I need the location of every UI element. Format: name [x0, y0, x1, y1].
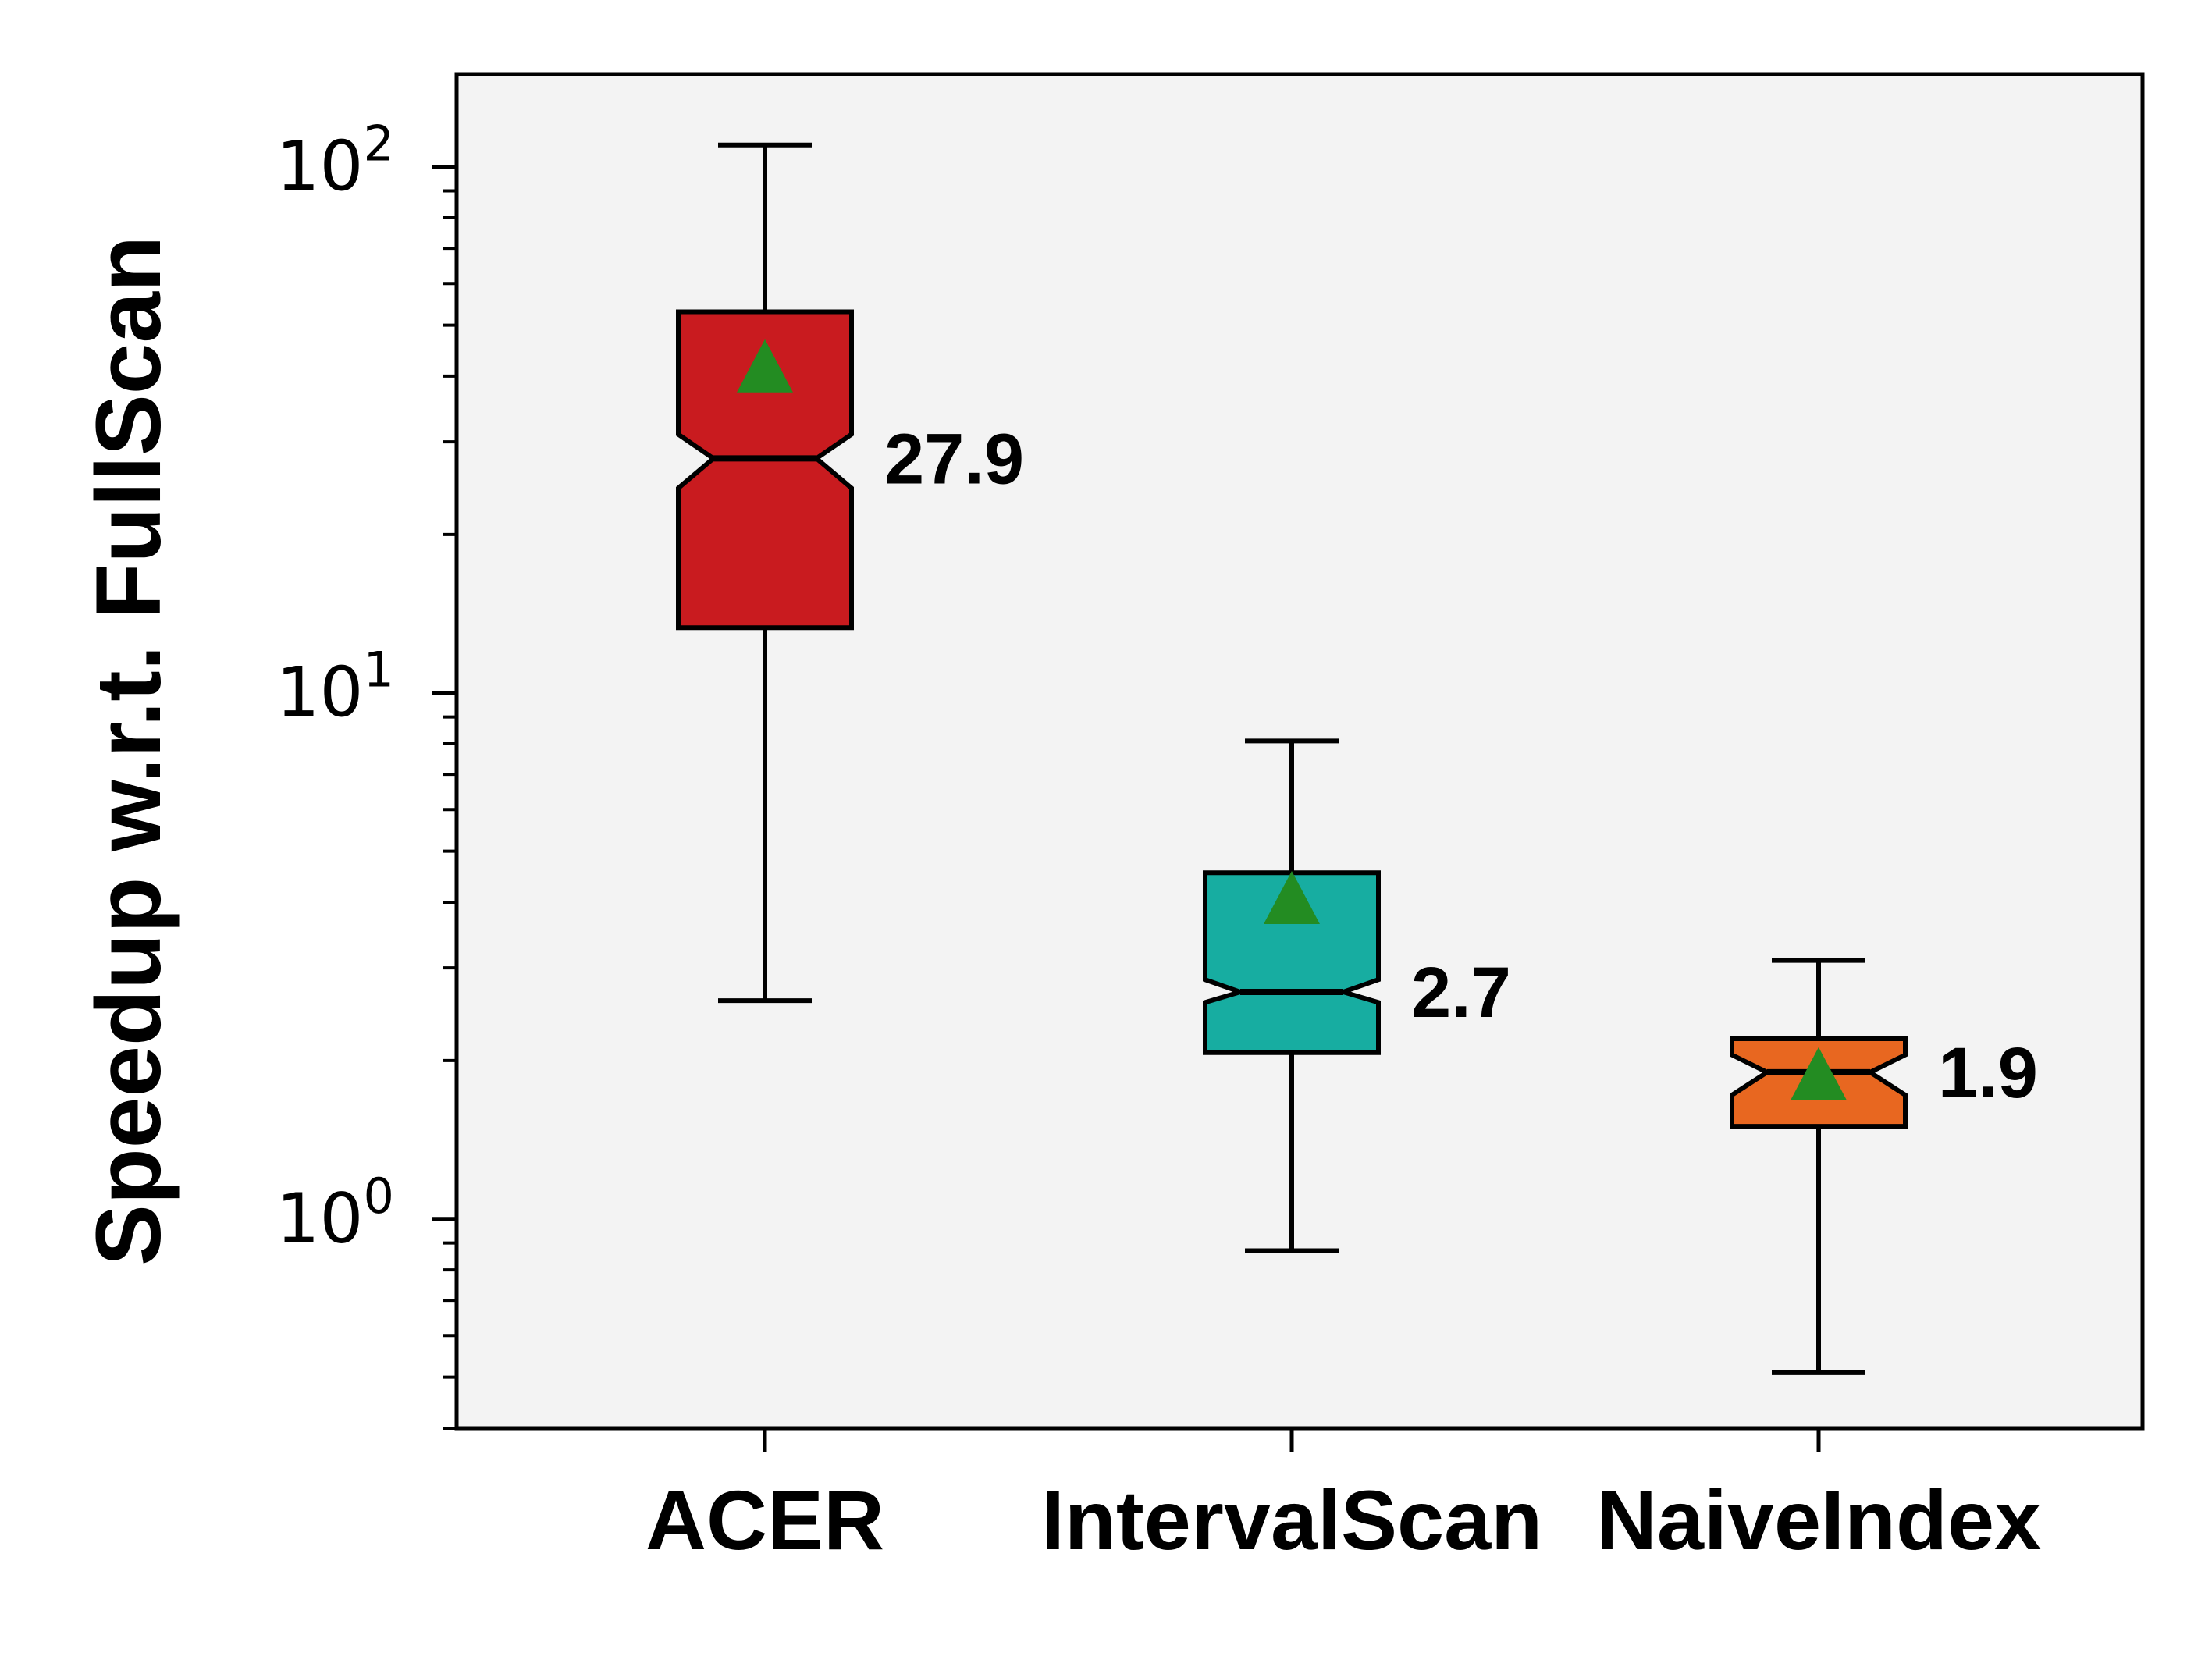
box-series: 27.9 2.7 1.9 — [676, 142, 2038, 1375]
y-axis-title: Speedup w.r.t. FullScan — [77, 236, 180, 1266]
y-tick-label: 100 — [276, 1168, 394, 1259]
mean-marker — [737, 339, 793, 393]
x-axis: ACER IntervalScan NaiveIndex — [645, 1428, 2041, 1567]
notched-box — [676, 309, 854, 631]
box-acer: 27.9 — [676, 142, 1024, 1004]
median-value-label: 27.9 — [884, 419, 1024, 499]
box-intervalscan: 2.7 — [1203, 738, 1511, 1253]
y-axis: 100 101 102 — [276, 116, 457, 1430]
median-value-label: 1.9 — [1938, 1033, 2038, 1113]
notched-box — [1203, 870, 1381, 1055]
x-tick-label: NaiveIndex — [1596, 1473, 2041, 1567]
y-tick-label: 102 — [276, 116, 394, 207]
x-tick-label: IntervalScan — [1041, 1473, 1542, 1567]
x-tick-label: ACER — [645, 1473, 884, 1567]
box-naiveindex: 1.9 — [1730, 958, 2038, 1375]
mean-marker — [1264, 870, 1320, 924]
median-value-label: 2.7 — [1411, 953, 1511, 1033]
y-tick-label: 101 — [276, 642, 394, 733]
plot-area — [454, 72, 2145, 1431]
mean-marker — [1791, 1047, 1847, 1100]
